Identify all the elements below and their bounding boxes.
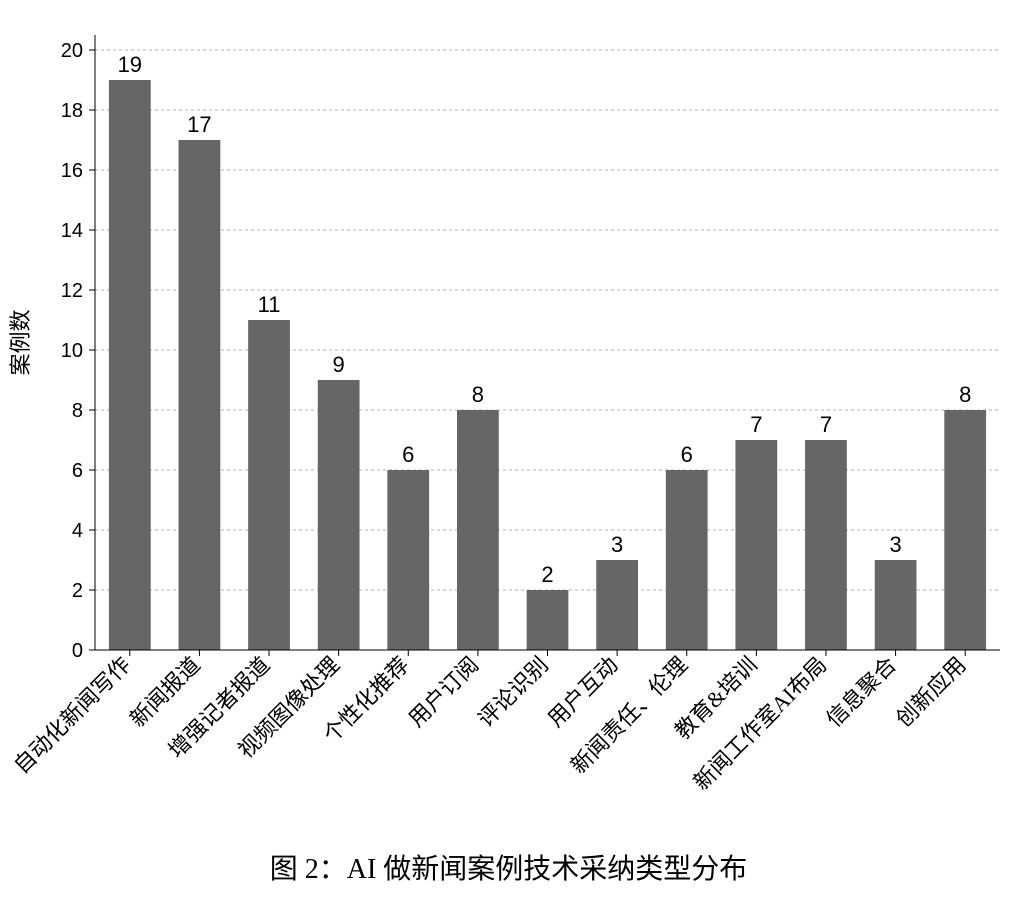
chart-caption: 图 2：AI 做新闻案例技术采纳类型分布 — [270, 853, 748, 885]
bar — [735, 440, 777, 650]
y-tick-label: 8 — [72, 400, 83, 422]
bar — [805, 440, 847, 650]
bar — [248, 320, 290, 650]
chart-background — [0, 0, 1017, 900]
bar-value-label: 6 — [681, 442, 693, 467]
bar — [109, 80, 151, 650]
bar — [387, 470, 429, 650]
y-tick-label: 2 — [72, 580, 83, 602]
bar — [318, 380, 360, 650]
chart-container: 0246810121416182019自动化新闻写作17新闻报道11增强记者报道… — [0, 0, 1017, 900]
bar — [666, 470, 708, 650]
bar-value-label: 3 — [611, 532, 623, 557]
bar — [527, 590, 569, 650]
bar-value-label: 19 — [118, 52, 142, 77]
y-tick-label: 18 — [61, 100, 83, 122]
y-tick-label: 10 — [61, 340, 83, 362]
y-tick-label: 14 — [61, 220, 83, 242]
bar-value-label: 9 — [333, 352, 345, 377]
bar-value-label: 17 — [187, 112, 211, 137]
bar-value-label: 6 — [402, 442, 414, 467]
bar — [944, 410, 986, 650]
bar-value-label: 3 — [889, 532, 901, 557]
y-tick-label: 6 — [72, 460, 83, 482]
bar-value-label: 8 — [959, 382, 971, 407]
bar — [596, 560, 638, 650]
y-tick-label: 0 — [72, 640, 83, 662]
bar-chart-svg: 0246810121416182019自动化新闻写作17新闻报道11增强记者报道… — [0, 0, 1017, 900]
y-tick-label: 20 — [61, 40, 83, 62]
bar-value-label: 7 — [820, 412, 832, 437]
bar-value-label: 11 — [258, 292, 281, 317]
bar-value-label: 8 — [472, 382, 484, 407]
bar — [457, 410, 499, 650]
bar — [179, 140, 221, 650]
y-tick-label: 16 — [61, 160, 83, 182]
y-tick-label: 12 — [61, 280, 83, 302]
bar-value-label: 2 — [541, 562, 553, 587]
y-tick-label: 4 — [72, 520, 83, 542]
bar — [875, 560, 917, 650]
bar-value-label: 7 — [750, 412, 762, 437]
y-axis-label: 案例数 — [8, 309, 33, 375]
